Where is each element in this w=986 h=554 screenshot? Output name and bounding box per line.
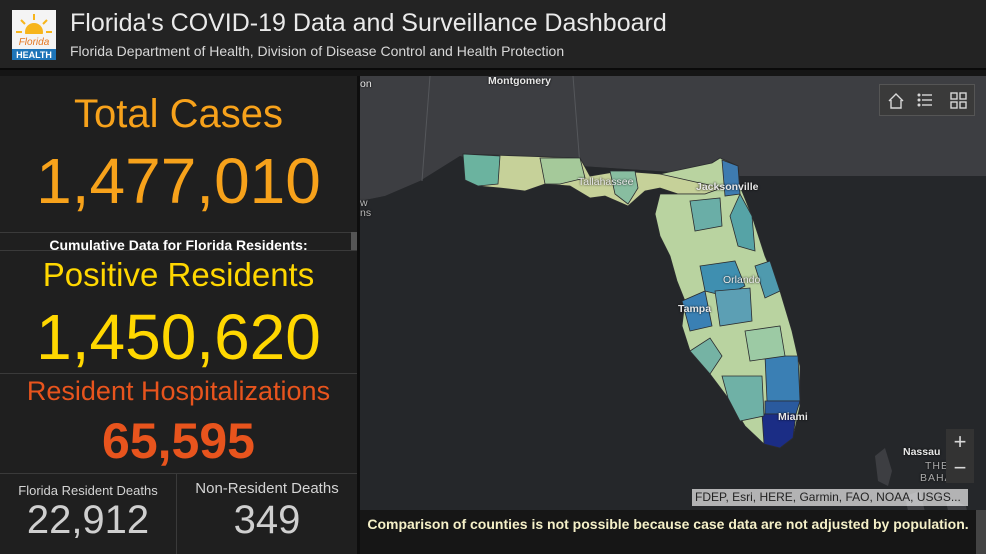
logo-text-health: HEALTH	[16, 50, 52, 60]
map-label-orlando: Orlando	[723, 274, 761, 286]
map-label-bahamas-1: THE	[925, 460, 949, 472]
logo-text-florida: Florida	[19, 37, 50, 48]
dashboard-subtitle: Florida Department of Health, Division o…	[70, 43, 565, 59]
sea-area	[360, 156, 986, 554]
home-icon[interactable]	[888, 93, 904, 109]
zoom-out-button[interactable]: −	[946, 455, 974, 483]
map-toolbar	[879, 84, 975, 116]
positive-residents-value: 1,450,620	[36, 301, 321, 373]
map-label-partial-mid: w	[360, 197, 368, 209]
resident-deaths-label: Florida Resident Deaths	[18, 483, 158, 498]
cumulative-label: Cumulative Data for Florida Residents:	[49, 237, 308, 253]
hospitalizations-value: 65,595	[102, 413, 255, 469]
map-footnote: Comparison of counties is not possible b…	[360, 510, 976, 554]
map-label-montgomery: Montgomery	[488, 76, 551, 87]
map-label-partial-mid2: ns	[360, 207, 372, 219]
map-label-jacksonville: Jacksonville	[696, 181, 759, 193]
map-canvas	[360, 76, 986, 554]
scroll-thumb[interactable]	[351, 232, 357, 250]
hospitalizations-label: Resident Hospitalizations	[26, 376, 331, 406]
nonresident-deaths-label: Non-Resident Deaths	[195, 480, 339, 497]
map-label-tallahassee: Tallahassee	[578, 176, 634, 188]
positive-residents-label: Positive Residents	[42, 256, 315, 293]
divider	[0, 373, 357, 374]
land-north	[360, 76, 986, 201]
panhandle-region	[462, 153, 723, 207]
divider	[0, 473, 357, 474]
florida-health-logo: Florida HEALTH	[12, 10, 56, 60]
miami-dade-county[interactable]	[761, 413, 797, 449]
panel-divider	[357, 76, 360, 554]
stats-panel	[0, 76, 357, 554]
nonresident-deaths-value: 349	[233, 498, 301, 542]
resident-deaths-value: 22,912	[26, 498, 150, 542]
basemap-gallery-icon[interactable]	[950, 92, 967, 109]
footnote-scrollbar[interactable]	[976, 510, 986, 554]
divider	[0, 250, 357, 251]
map-label-partial-top: on	[360, 78, 372, 90]
dashboard-title: Florida's COVID-19 Data and Surveillance…	[70, 9, 667, 37]
map-attribution[interactable]: FDEP, Esri, HERE, Garmin, FAO, NOAA, USG…	[692, 489, 968, 506]
map-label-nassau: Nassau	[903, 446, 941, 458]
map-label-miami: Miami	[778, 411, 808, 423]
layer-list-icon[interactable]	[917, 93, 932, 107]
total-cases-label: Total Cases	[74, 92, 283, 136]
map-label-tampa: Tampa	[678, 303, 712, 315]
divider	[0, 232, 357, 233]
zoom-in-button[interactable]: +	[946, 429, 974, 457]
deaths-divider	[176, 474, 177, 554]
county-map[interactable]: Montgomery Tallahassee Jacksonville Orla…	[360, 76, 986, 554]
header-bar: Florida HEALTH Florida's COVID-19 Data a…	[0, 0, 986, 70]
map-label-bahamas-2: BAHA	[920, 472, 953, 484]
total-cases-value: 1,477,010	[36, 145, 321, 217]
